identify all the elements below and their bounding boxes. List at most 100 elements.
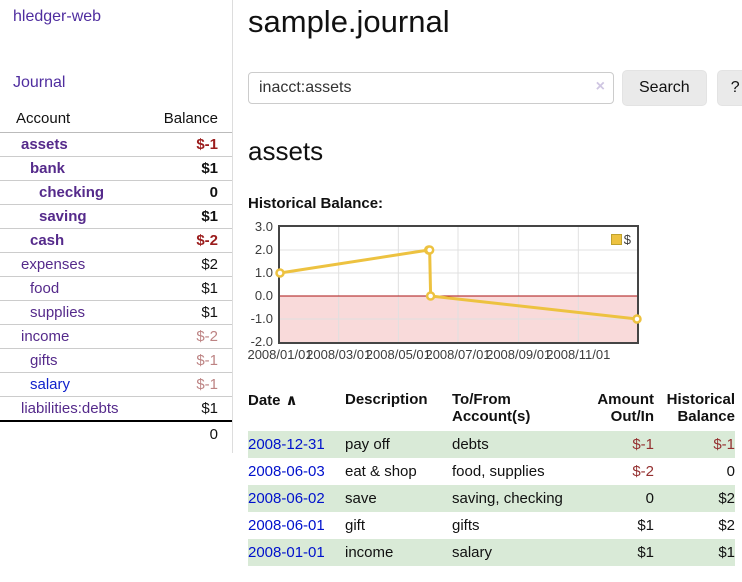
chart-y-axis: 3.0 2.0 1.0 0.0 -1.0 -2.0 xyxy=(248,219,278,367)
y-tick-label: 2.0 xyxy=(254,242,273,257)
account-link[interactable]: salary xyxy=(30,376,71,393)
account-balance: $1 xyxy=(147,276,232,301)
account-row: income $-2 xyxy=(0,324,232,349)
transaction-balance: $-1 xyxy=(713,436,735,453)
transaction-date-cell: 2008-06-02 xyxy=(248,485,345,512)
transaction-amount: $1 xyxy=(637,517,654,534)
column-label: To/From Account(s) xyxy=(452,391,531,425)
account-row: food $1 xyxy=(0,276,232,301)
column-label: Date xyxy=(248,392,281,409)
account-link[interactable]: supplies xyxy=(30,304,86,321)
transaction-date-link[interactable]: 2008-06-01 xyxy=(248,517,325,534)
accounts-total-row: 0 xyxy=(0,420,232,447)
account-link[interactable]: food xyxy=(30,280,60,297)
transaction-accounts: food, supplies xyxy=(452,463,545,480)
brand-link[interactable]: hledger-web xyxy=(13,8,102,25)
main-content: sample.journal × Search ? assets Histori… xyxy=(233,0,742,576)
register-column-header[interactable]: Description xyxy=(345,387,452,431)
data-point xyxy=(632,314,642,324)
account-name-cell: food xyxy=(0,276,148,301)
transaction-description: eat & shop xyxy=(345,463,417,480)
chart-legend: $ xyxy=(610,232,631,247)
transaction-date-link[interactable]: 2008-06-03 xyxy=(248,463,325,480)
search-button[interactable]: Search xyxy=(622,70,707,106)
sidebar-item-journal[interactable]: Journal xyxy=(13,74,66,91)
transaction-description: save xyxy=(345,490,377,507)
account-row: gifts $-1 xyxy=(0,348,232,373)
transaction-date-link[interactable]: 2008-01-01 xyxy=(248,544,325,561)
account-name-cell: cash xyxy=(0,228,148,253)
transaction-amount: 0 xyxy=(645,490,654,507)
account-balance: $1 xyxy=(147,204,232,229)
transaction-amount: $-2 xyxy=(632,463,654,480)
page-title: sample.journal xyxy=(248,4,450,39)
transaction-row: 2008-12-31 pay off debts $-1 $-1 xyxy=(248,431,735,458)
account-link[interactable]: gifts xyxy=(30,352,58,369)
register-header-row: Date ∧ Description To/From Account(s) Amount… xyxy=(248,387,735,431)
transaction-date-cell: 2008-06-01 xyxy=(248,512,345,539)
account-balance: $1 xyxy=(147,396,232,422)
x-tick-label: 2008/07/01 xyxy=(425,347,491,362)
account-link[interactable]: saving xyxy=(39,208,87,225)
accounts-total-spacer xyxy=(0,420,148,447)
register-column-header[interactable]: Date ∧ xyxy=(248,387,345,431)
account-balance: 0 xyxy=(147,180,232,205)
transaction-description: pay off xyxy=(345,436,390,453)
register-column-header[interactable]: Historical Balance xyxy=(654,387,735,431)
data-point xyxy=(275,268,285,278)
account-name-cell: liabilities:debts xyxy=(0,396,148,422)
transaction-accounts: salary xyxy=(452,544,493,561)
help-button[interactable]: ? xyxy=(716,70,742,106)
accounts-header-balance: Balance xyxy=(147,106,232,133)
account-heading: assets xyxy=(248,136,324,166)
historical-balance-chart: 3.0 2.0 1.0 0.0 -1.0 -2.0 $ 2008/01/01 2008/03… xyxy=(247,219,742,367)
search-input[interactable] xyxy=(248,72,614,104)
data-point xyxy=(424,245,435,255)
transaction-date-cell: 2008-12-31 xyxy=(248,431,345,458)
account-balance: $2 xyxy=(147,252,232,277)
y-tick-label: 0.0 xyxy=(254,288,273,303)
register-table: Date ∧ Description To/From Account(s) Amount… xyxy=(248,387,735,566)
account-name-cell: gifts xyxy=(0,348,148,373)
register-column-header[interactable]: To/From Account(s) xyxy=(452,387,582,431)
chart-plot xyxy=(275,227,642,342)
chart-title: Historical Balance: xyxy=(248,195,384,212)
account-name-cell: income xyxy=(0,324,148,349)
clear-search-icon[interactable]: × xyxy=(595,78,605,95)
transaction-description: income xyxy=(345,544,394,561)
account-link[interactable]: checking xyxy=(39,184,105,201)
account-link[interactable]: assets xyxy=(21,136,68,153)
transaction-date-link[interactable]: 2008-12-31 xyxy=(248,436,325,453)
account-link[interactable]: cash xyxy=(30,232,65,249)
account-row: checking 0 xyxy=(0,180,232,205)
accounts-header-row: Account Balance xyxy=(0,106,232,133)
column-label: Amount Out/In xyxy=(597,391,654,425)
transaction-balance: 0 xyxy=(726,463,735,480)
transaction-amount: $1 xyxy=(637,544,654,561)
accounts-header-account: Account xyxy=(0,106,148,133)
account-name-cell: supplies xyxy=(0,300,148,325)
account-row: salary $-1 xyxy=(0,372,232,397)
transaction-date-link[interactable]: 2008-06-02 xyxy=(248,490,325,507)
account-row: liabilities:debts $1 xyxy=(0,396,232,422)
transaction-description: gift xyxy=(345,517,366,534)
account-link[interactable]: bank xyxy=(30,160,66,177)
account-balance: $-2 xyxy=(147,324,232,349)
sidebar-nav: Journal xyxy=(13,74,232,92)
y-tick-label: 1.0 xyxy=(254,265,273,280)
chart-plot-area: $ 2008/01/01 2008/03/01 2008/05/01 2008/07/… xyxy=(247,225,642,367)
data-point xyxy=(425,291,436,301)
account-row: supplies $1 xyxy=(0,300,232,325)
transaction-row: 2008-01-01 income salary $1 $1 xyxy=(248,539,735,566)
transaction-balance: $2 xyxy=(718,490,735,507)
x-tick-label: 2008/09/01 xyxy=(486,347,552,362)
account-balance: $-1 xyxy=(147,132,232,157)
account-link[interactable]: income xyxy=(21,328,70,345)
account-name-cell: assets xyxy=(0,132,148,157)
x-tick-label: 2008/05/01 xyxy=(365,347,431,362)
account-link[interactable]: liabilities:debts xyxy=(21,400,119,417)
x-tick-label: 2008/01/01 xyxy=(247,347,313,362)
register-column-header[interactable]: Amount Out/In xyxy=(582,387,654,431)
account-link[interactable]: expenses xyxy=(21,256,86,273)
